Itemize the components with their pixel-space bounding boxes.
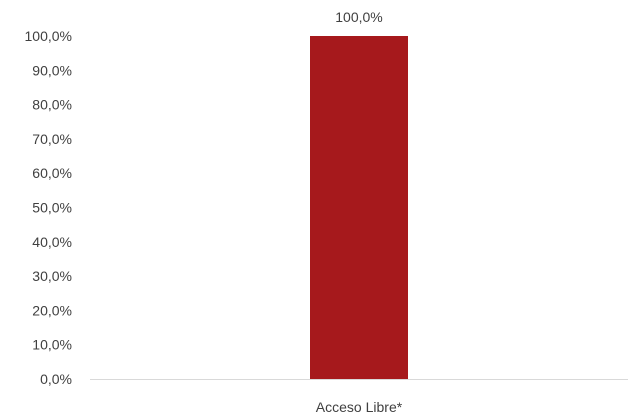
y-axis-tick-labels: 0,0% 10,0% 20,0% 30,0% 40,0% 50,0% 60,0% 70,0% 8… [25, 28, 72, 387]
data-labels: 100,0% [335, 9, 382, 25]
y-tick-label: 90,0% [32, 62, 72, 78]
y-tick-label: 30,0% [32, 268, 72, 284]
bars [310, 36, 408, 379]
y-tick-label: 80,0% [32, 97, 72, 113]
y-tick-label: 0,0% [40, 371, 72, 387]
y-tick-label: 50,0% [32, 200, 72, 216]
y-tick-label: 20,0% [32, 302, 72, 318]
y-tick-label: 100,0% [25, 28, 72, 44]
y-tick-label: 10,0% [32, 337, 72, 353]
y-tick-label: 70,0% [32, 131, 72, 147]
x-category-label: Acceso Libre* [316, 399, 403, 415]
y-tick-label: 60,0% [32, 165, 72, 181]
bar-data-label: 100,0% [335, 9, 382, 25]
bar [310, 36, 408, 379]
category-labels: Acceso Libre* [316, 399, 403, 415]
y-tick-label: 40,0% [32, 234, 72, 250]
